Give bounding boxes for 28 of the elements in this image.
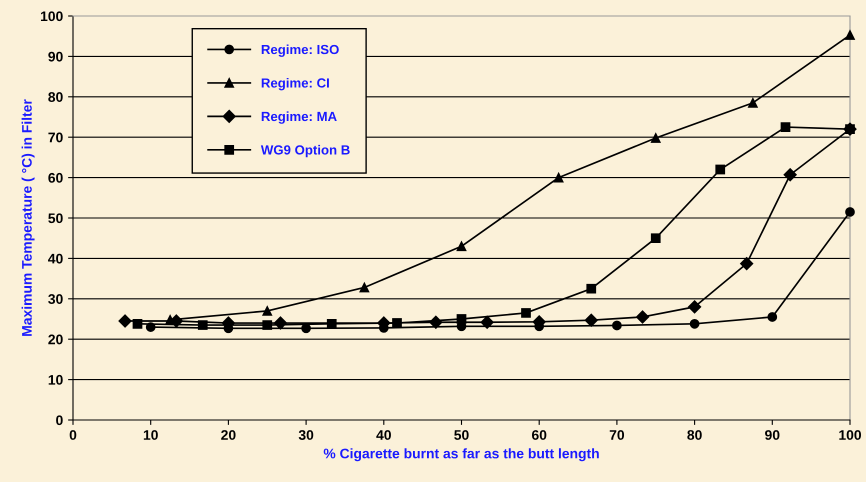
- x-tick-label: 70: [610, 430, 624, 440]
- x-tick-label: 80: [687, 430, 702, 440]
- x-tick-label: 10: [144, 430, 158, 440]
- y-tick-label: 50: [48, 213, 63, 224]
- y-tick-label: 30: [48, 294, 63, 304]
- x-tick-label: 60: [532, 430, 546, 440]
- y-tick-label: 60: [48, 172, 63, 183]
- y-tick-label: 70: [48, 132, 63, 142]
- x-tick-label: 90: [765, 430, 780, 440]
- y-tick-label: 20: [48, 334, 63, 344]
- legend-label: WG9 Option B: [260, 144, 350, 158]
- legend-label: Regime: MA: [262, 111, 337, 124]
- legend-label: Regime: CI: [262, 78, 329, 90]
- x-tick-label: 40: [376, 430, 391, 440]
- legend-label: Regime: ISO: [262, 44, 339, 57]
- x-tick-label: 50: [454, 430, 469, 440]
- x-axis-title: % Cigarette burnt as far as the butt length: [324, 448, 599, 462]
- x-tick-label: 100: [839, 430, 862, 440]
- y-tick-label: 10: [48, 374, 63, 385]
- y-axis-title: Maximum Temperature ( °C) in Filter: [22, 99, 35, 336]
- y-tick-label: 0: [56, 415, 63, 426]
- y-tick-label: 90: [48, 52, 63, 62]
- x-tick-label: 30: [298, 430, 314, 440]
- x-tick-label: 0: [70, 430, 76, 440]
- y-tick-label: 80: [48, 92, 63, 102]
- x-tick-label: 20: [221, 430, 236, 440]
- y-tick-label: 100: [40, 11, 63, 22]
- y-tick-label: 40: [48, 254, 63, 264]
